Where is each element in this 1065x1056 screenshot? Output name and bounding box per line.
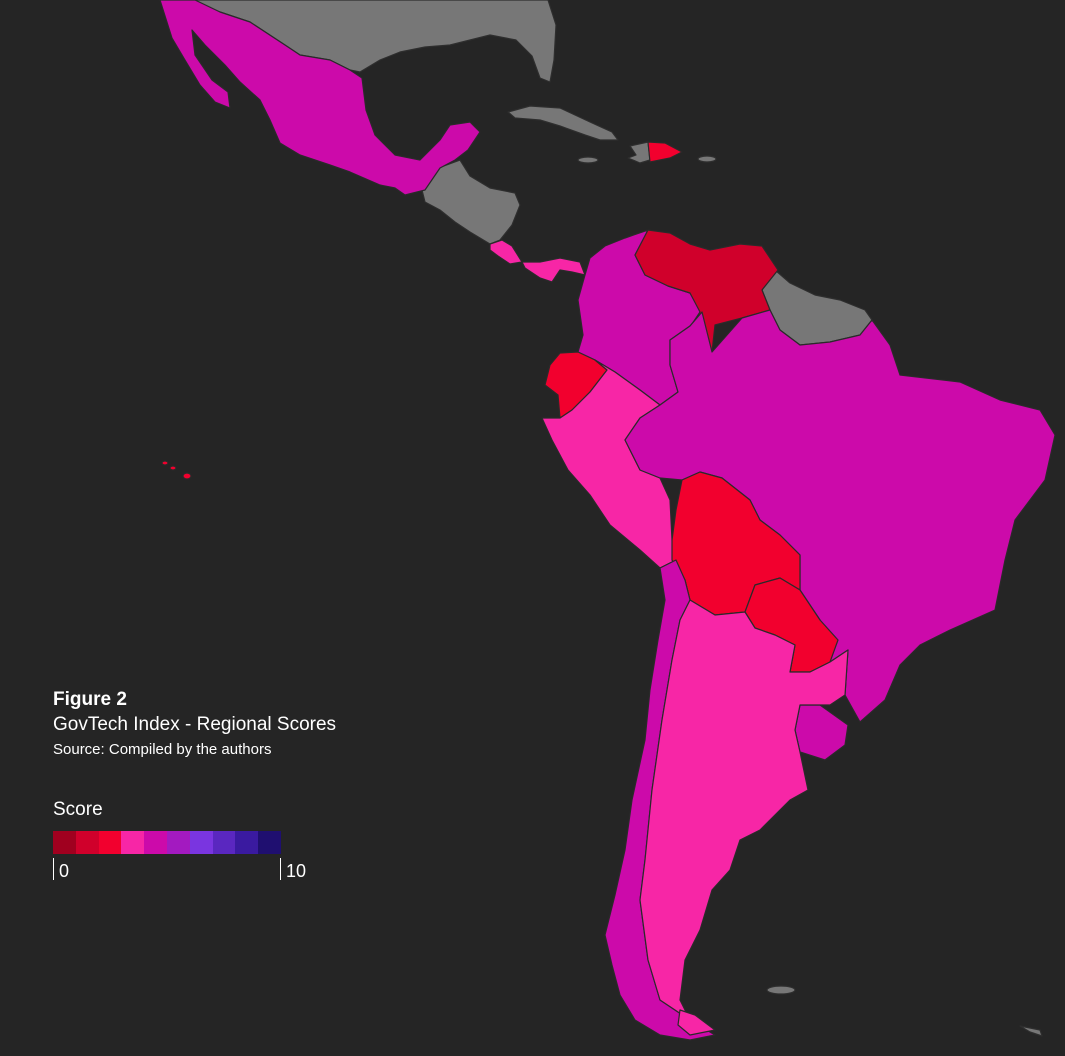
country-uruguay[interactable] bbox=[794, 704, 849, 761]
figure-caption: Figure 2 GovTech Index - Regional Scores… bbox=[53, 688, 336, 762]
legend-min-label: 0 bbox=[53, 858, 69, 881]
central-america bbox=[421, 159, 521, 245]
jamaica bbox=[577, 156, 599, 164]
score-legend: Score 0 10 bbox=[53, 798, 313, 881]
country-mexico[interactable] bbox=[159, 0, 481, 196]
country-argentina[interactable] bbox=[639, 599, 849, 1021]
legend-swatch-9 bbox=[258, 831, 281, 854]
no-data-regions bbox=[194, 0, 1043, 1037]
legend-swatch-2 bbox=[98, 831, 122, 854]
legend-swatch-5 bbox=[166, 831, 190, 854]
figure-label: Figure 2 bbox=[53, 689, 127, 710]
legend-swatch-1 bbox=[75, 831, 99, 854]
country-venezuela[interactable] bbox=[634, 229, 779, 353]
scored-countries bbox=[159, 0, 1056, 1041]
cuba bbox=[507, 105, 619, 141]
legend-ticks: 0 10 bbox=[53, 854, 313, 881]
legend-swatch-4 bbox=[144, 831, 167, 854]
legend-swatch-6 bbox=[189, 831, 213, 854]
legend-swatch-8 bbox=[235, 831, 259, 854]
country-panama[interactable] bbox=[521, 257, 586, 283]
legend-swatch-0 bbox=[53, 831, 76, 854]
legend-max-label: 10 bbox=[280, 858, 306, 881]
figure-title: GovTech Index - Regional Scores bbox=[53, 714, 337, 735]
south-georgia bbox=[1019, 1025, 1043, 1037]
legend-color-scale bbox=[53, 831, 281, 854]
puerto-rico bbox=[697, 155, 717, 163]
country-costa-rica[interactable] bbox=[489, 239, 523, 265]
country-dominican-republic[interactable] bbox=[647, 141, 683, 163]
country-argentina-tierra-del-fuego[interactable] bbox=[677, 1009, 716, 1036]
figure-source: Source: Compiled by the authors bbox=[53, 741, 272, 758]
haiti bbox=[627, 141, 651, 164]
falkland-islands bbox=[766, 985, 796, 995]
galapagos-islands bbox=[161, 460, 192, 480]
legend-title: Score bbox=[53, 799, 103, 820]
legend-swatch-3 bbox=[121, 831, 145, 854]
legend-swatch-7 bbox=[212, 831, 236, 854]
